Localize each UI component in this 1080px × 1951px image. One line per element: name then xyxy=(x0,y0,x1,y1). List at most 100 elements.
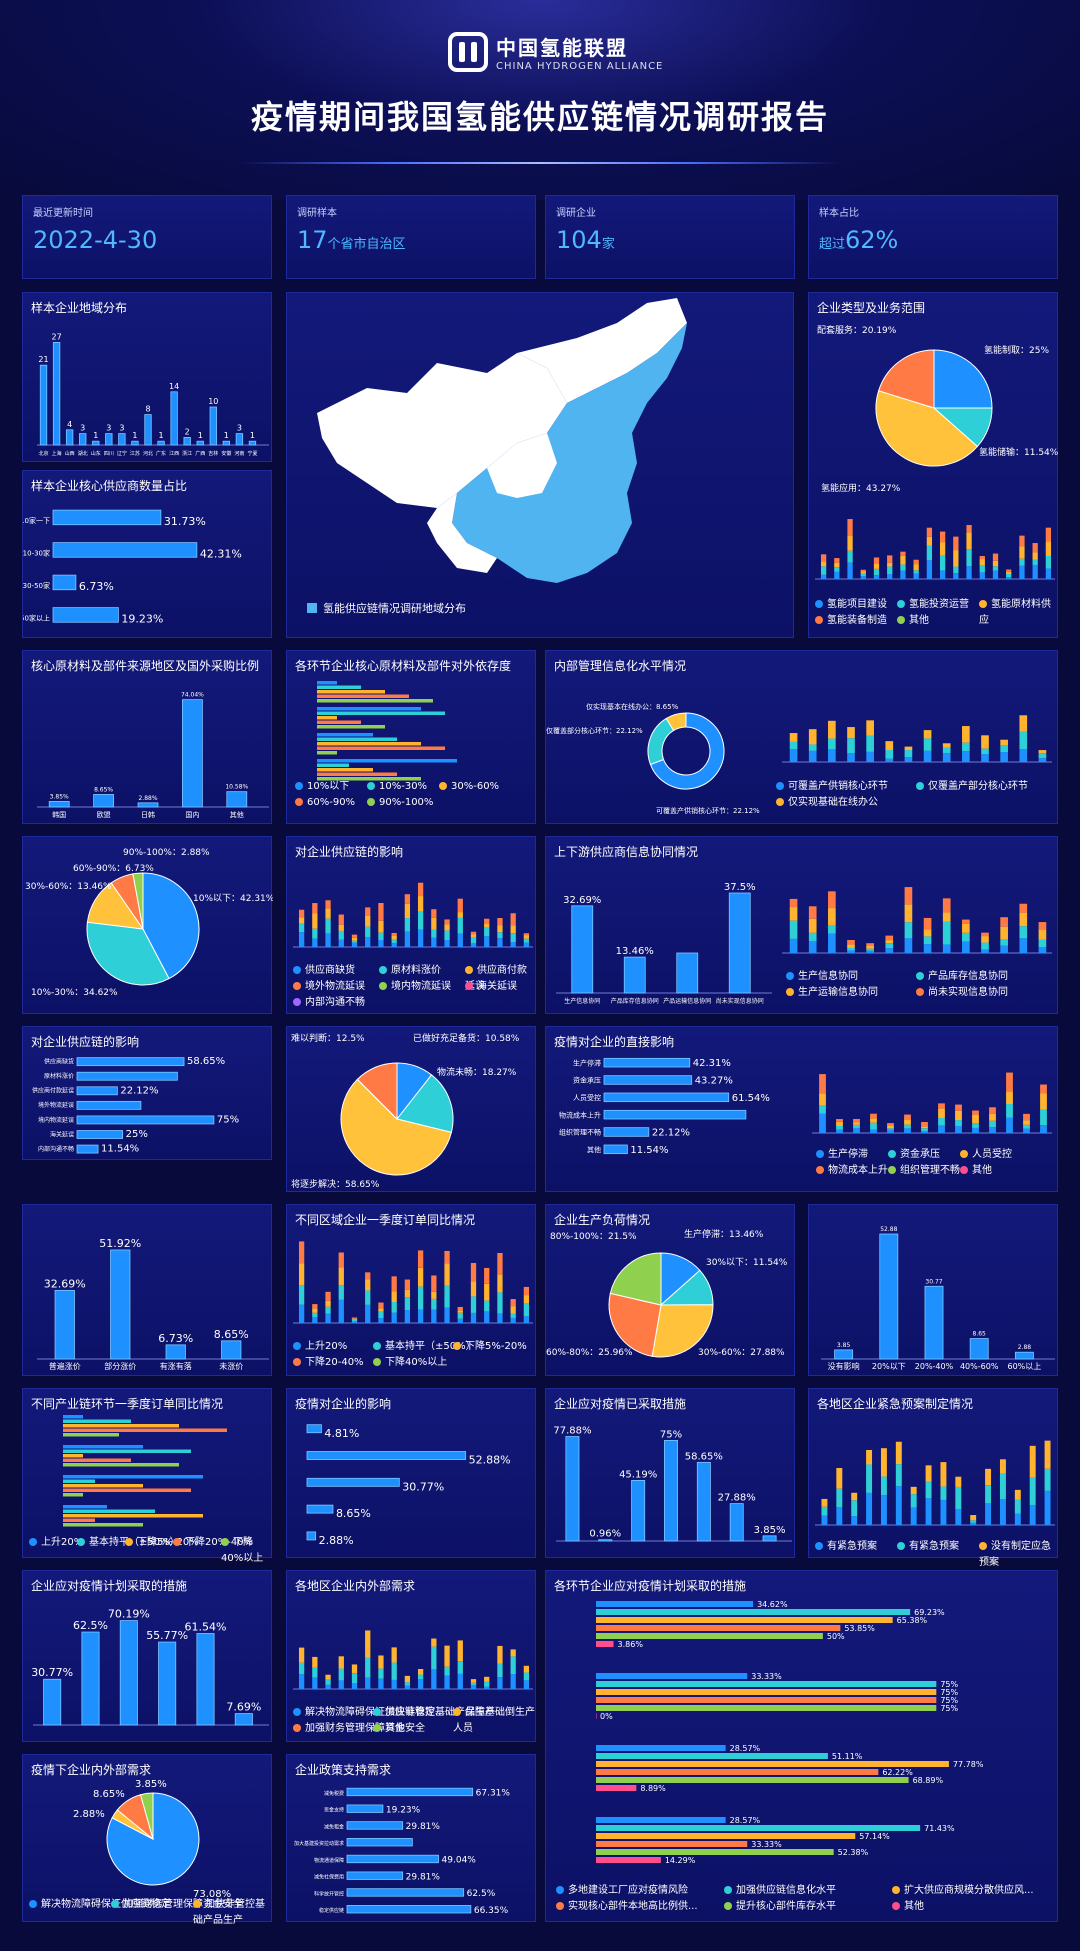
stack-segment xyxy=(1044,1490,1051,1525)
stack-segment xyxy=(497,1645,503,1664)
stack-segment xyxy=(847,944,855,948)
tick-label: 上海 xyxy=(52,450,62,457)
stack-segment xyxy=(1044,1440,1051,1469)
stat-label: 调研样本 xyxy=(297,208,337,219)
chart-svg: 3.85% 韩国 8.65% 欧盟 2.88% 日韩 74.04% 国内 10.58% 其他 xyxy=(37,692,269,819)
stack-segment xyxy=(926,536,933,546)
bar-label: 8 xyxy=(145,405,150,414)
bar-label: 43.27% xyxy=(695,1075,733,1086)
bar xyxy=(603,1144,628,1155)
stack-segment xyxy=(484,1311,490,1323)
stack-segment xyxy=(497,1663,503,1678)
tick-label: 未涨价 xyxy=(219,1361,243,1371)
stack-segment xyxy=(312,1304,318,1309)
stack-segment xyxy=(836,1125,843,1130)
bar-label: 4.81% xyxy=(324,1427,359,1440)
bar-label: 52.88% xyxy=(469,1454,511,1467)
stack-segment xyxy=(981,735,989,749)
stack-segment xyxy=(444,1250,450,1264)
pie-slice xyxy=(649,712,725,790)
stack-segment xyxy=(985,1503,992,1525)
legend-item: 10%-30% xyxy=(367,779,427,795)
stack-segment xyxy=(1023,1124,1030,1129)
stack-segment xyxy=(866,950,874,953)
stack-segment xyxy=(953,566,959,573)
stack-segment xyxy=(885,948,894,953)
dependency-bar xyxy=(317,746,445,750)
bar-label: 6.73% xyxy=(79,580,114,593)
stack-segment xyxy=(851,1492,858,1501)
tick-label: 有涨有落 xyxy=(160,1361,192,1371)
stack-segment xyxy=(523,1316,530,1323)
stack-segment xyxy=(404,1682,411,1686)
stack-segment xyxy=(847,727,855,739)
legend-item: 生产运输信息协同 xyxy=(786,985,878,1001)
stack-segment xyxy=(1006,573,1012,578)
stack-segment xyxy=(391,1276,397,1292)
panel-epidemic-impact: 疫情对企业的影响 4.81% 52.88% 30.77% 8.65% 2.88% xyxy=(286,1388,536,1558)
stack-segment xyxy=(828,749,836,762)
stack-segment xyxy=(981,932,989,937)
stack-segment xyxy=(904,746,913,751)
stack-segment xyxy=(457,933,463,947)
stack-segment xyxy=(431,909,437,918)
chart-title: 疫情下企业内外部需求 xyxy=(31,1763,152,1777)
stack-segment xyxy=(900,564,906,571)
bar xyxy=(105,433,113,446)
stack-segment xyxy=(1045,541,1052,556)
bar-label: 30.77 xyxy=(925,1278,942,1285)
bar xyxy=(1014,1351,1034,1360)
bar-label: 29.81% xyxy=(406,1822,441,1832)
stack-segment xyxy=(847,753,855,762)
bar xyxy=(623,956,646,994)
bar xyxy=(158,1641,177,1726)
legend-item: 组织管理不畅 xyxy=(888,1163,960,1179)
bar xyxy=(596,1609,911,1615)
stack-segment xyxy=(921,1130,928,1133)
stack-segment xyxy=(1023,1128,1030,1133)
slice-label: 10%-30%：34.62% xyxy=(31,988,118,998)
stack-segment xyxy=(970,1522,977,1525)
bar-label: 71.43% xyxy=(924,1824,955,1833)
stack-segment xyxy=(312,903,318,914)
stack-segment xyxy=(851,1516,858,1525)
stack-segment xyxy=(391,1312,397,1323)
bar xyxy=(596,1833,856,1839)
bar xyxy=(306,1477,400,1487)
stack-segment xyxy=(338,930,344,940)
bar-label: 1 xyxy=(159,431,164,440)
tick-label: 宁夏 xyxy=(247,450,257,457)
stack-segment xyxy=(470,1685,477,1689)
stack-segment xyxy=(836,1488,843,1508)
legend-item: 加快非管控基础产品生产 xyxy=(193,1899,265,1926)
stack-segment xyxy=(955,1476,962,1487)
bar xyxy=(834,1349,854,1360)
stack-segment xyxy=(820,566,827,575)
stack-segment xyxy=(900,555,906,565)
stack-segment xyxy=(1029,1505,1036,1525)
stack-segment xyxy=(391,935,397,940)
slice-label: 73.08% xyxy=(193,1889,231,1900)
map-region-southwest xyxy=(487,433,557,498)
pie-slice xyxy=(340,1078,452,1176)
bar-label: 42.31% xyxy=(200,547,242,560)
stack-segment xyxy=(404,931,411,947)
stack-segment xyxy=(834,558,840,563)
bar xyxy=(696,1461,711,1542)
stack-segment xyxy=(325,1679,331,1685)
orders-bar xyxy=(63,1428,227,1432)
stack-segment xyxy=(981,754,989,762)
legend-item: 生产信息协同 xyxy=(786,969,858,985)
stack-segment xyxy=(497,1677,503,1689)
legend-item: 物流成本上升 xyxy=(816,1163,888,1179)
stack-segment xyxy=(523,1672,530,1681)
tick-label: 减免税费 xyxy=(324,1790,344,1797)
stack-segment xyxy=(866,1464,873,1493)
stack-segment xyxy=(847,519,853,536)
dependency-bar xyxy=(317,694,409,698)
stack-segment xyxy=(923,917,932,930)
legend-item: 产品库存信息协同 xyxy=(916,969,1008,985)
stack-segment xyxy=(942,743,951,748)
orders-bar xyxy=(63,1433,119,1437)
tick-label: 40%-60% xyxy=(960,1362,999,1371)
